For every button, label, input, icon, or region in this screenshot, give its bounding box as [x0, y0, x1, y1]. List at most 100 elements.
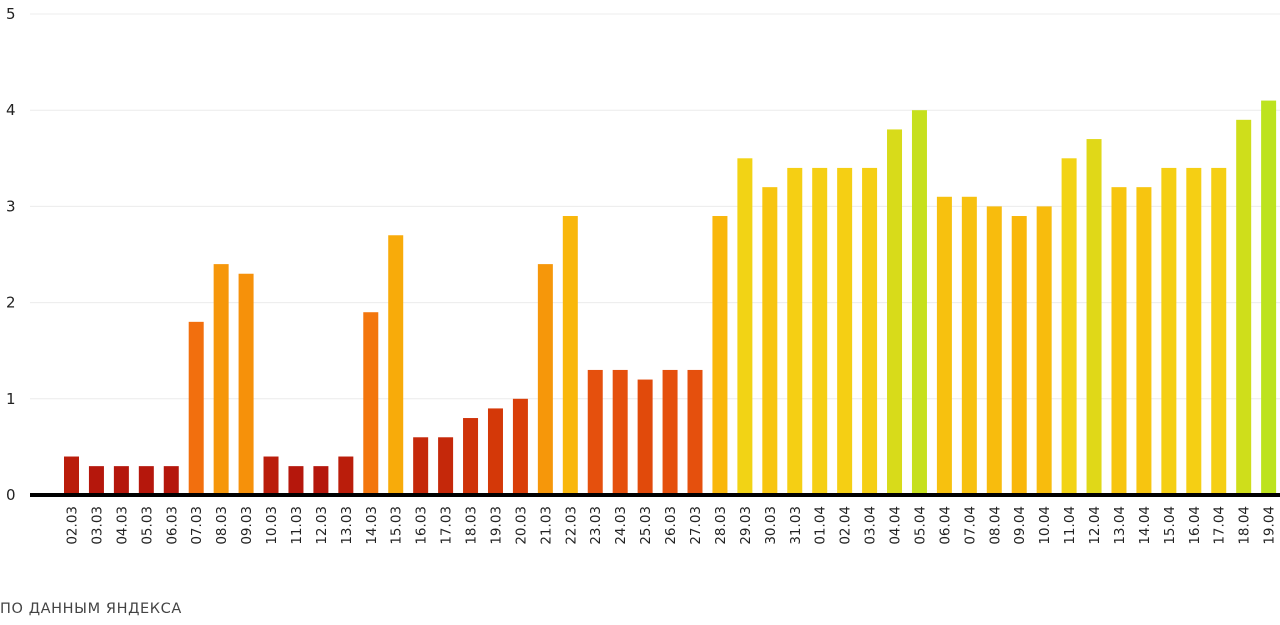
- x-tick-label: 22.03: [563, 506, 579, 545]
- x-tick-label: 08.04: [987, 506, 1003, 545]
- bar-18.04: [1236, 119, 1252, 495]
- y-tick-label: 0: [6, 486, 16, 504]
- x-tick-label: 17.04: [1212, 506, 1228, 545]
- x-tick-label: 06.04: [937, 506, 953, 545]
- x-tick-label: 13.03: [339, 506, 355, 545]
- bar-10.04: [1036, 206, 1052, 495]
- bar-31.03: [787, 167, 803, 496]
- bar-08.04: [986, 206, 1002, 495]
- bar-20.03: [512, 398, 528, 495]
- x-tick-label: 03.04: [863, 506, 879, 545]
- bar-04.04: [887, 129, 903, 495]
- bar-02.04: [837, 167, 853, 496]
- x-tick-label: 02.04: [838, 506, 854, 545]
- bar-07.04: [961, 196, 977, 495]
- x-tick-label: 23.03: [588, 506, 604, 545]
- x-tick-label: 30.03: [763, 506, 779, 545]
- x-tick-label: 31.03: [788, 506, 804, 545]
- x-tick-label: 24.03: [613, 506, 629, 545]
- bar-13.03: [338, 456, 354, 495]
- x-tick-label: 03.03: [89, 506, 105, 545]
- x-tick-label: 18.03: [464, 506, 480, 545]
- bar-03.03: [88, 466, 104, 495]
- x-tick-label: 07.03: [189, 506, 205, 545]
- bar-06.03: [163, 466, 179, 495]
- bar-01.04: [812, 167, 828, 496]
- x-tick-label: 11.04: [1062, 506, 1078, 545]
- x-tick-label: 09.03: [239, 506, 255, 545]
- x-tick-label: 16.03: [414, 506, 430, 545]
- x-tick-label: 10.03: [264, 506, 280, 545]
- bar-22.03: [562, 216, 578, 495]
- bar-10.03: [263, 456, 279, 495]
- x-tick-label: 29.03: [738, 506, 754, 545]
- y-tick-label: 3: [6, 197, 16, 215]
- bar-27.03: [687, 369, 703, 495]
- bar-17.03: [438, 437, 454, 495]
- x-tick-label: 13.04: [1112, 506, 1128, 545]
- x-tick-label: 18.04: [1237, 506, 1253, 545]
- bars: [64, 100, 1277, 496]
- bar-29.03: [737, 158, 753, 496]
- bar-28.03: [712, 216, 728, 495]
- bar-15.03: [388, 235, 404, 495]
- bar-06.04: [936, 196, 952, 495]
- y-tick-label: 2: [6, 294, 16, 312]
- bar-12.04: [1086, 139, 1102, 495]
- bar-04.03: [113, 466, 129, 495]
- x-tick-label: 06.03: [164, 506, 180, 545]
- x-tick-label: 10.04: [1037, 506, 1053, 545]
- x-tick-label: 05.04: [912, 506, 928, 545]
- bar-08.03: [213, 264, 229, 495]
- x-tick-label: 01.04: [813, 506, 829, 545]
- x-tick-label: 26.03: [663, 506, 679, 545]
- x-tick-label: 15.04: [1162, 506, 1178, 545]
- bar-16.04: [1186, 167, 1202, 496]
- x-tick-label: 05.03: [139, 506, 155, 545]
- bar-09.03: [238, 273, 254, 495]
- bar-19.04: [1261, 100, 1277, 495]
- bar-13.04: [1111, 187, 1127, 495]
- bar-26.03: [662, 369, 678, 495]
- x-tick-label: 14.04: [1137, 506, 1153, 545]
- x-tick-label: 02.03: [65, 506, 81, 545]
- bar-11.03: [288, 466, 304, 495]
- x-tick-label: 12.04: [1087, 506, 1103, 545]
- x-tick-label: 07.04: [962, 506, 978, 545]
- bar-12.03: [313, 466, 329, 495]
- bar-05.04: [911, 110, 927, 495]
- x-tick-label: 15.03: [389, 506, 405, 545]
- y-tick-label: 4: [6, 101, 16, 119]
- x-tick-label: 25.03: [638, 506, 654, 545]
- source-note: ПО ДАННЫМ ЯНДЕКСА: [0, 601, 182, 617]
- bar-05.03: [138, 466, 154, 495]
- bar-14.03: [363, 312, 379, 495]
- x-tick-label: 19.03: [488, 506, 504, 545]
- x-tick-label: 21.03: [538, 506, 554, 545]
- bar-23.03: [587, 369, 603, 495]
- bar-24.03: [612, 369, 628, 495]
- bar-02.03: [64, 456, 79, 495]
- x-axis: 02.03 03.03 04.03 05.03 06.03 07.03 08.03 09.03…: [65, 506, 1278, 545]
- bar-19.03: [487, 408, 503, 495]
- y-tick-label: 1: [6, 390, 16, 408]
- bar-16.03: [413, 437, 429, 495]
- bar-09.04: [1011, 216, 1027, 495]
- bar-11.04: [1061, 158, 1077, 496]
- bar-15.04: [1161, 167, 1177, 496]
- x-tick-label: 19.04: [1262, 506, 1278, 545]
- x-tick-label: 27.03: [688, 506, 704, 545]
- x-tick-label: 28.03: [713, 506, 729, 545]
- bar-03.04: [862, 167, 878, 496]
- bar-07.03: [188, 321, 204, 495]
- x-tick-label: 16.04: [1187, 506, 1203, 545]
- x-tick-label: 08.03: [214, 506, 230, 545]
- y-tick-label: 5: [6, 5, 16, 23]
- x-tick-label: 04.03: [114, 506, 130, 545]
- bar-21.03: [537, 264, 553, 495]
- x-tick-label: 09.04: [1012, 506, 1028, 545]
- bar-17.04: [1211, 167, 1227, 496]
- x-tick-label: 04.04: [888, 506, 904, 545]
- x-tick-label: 17.03: [439, 506, 455, 545]
- bar-14.04: [1136, 187, 1152, 495]
